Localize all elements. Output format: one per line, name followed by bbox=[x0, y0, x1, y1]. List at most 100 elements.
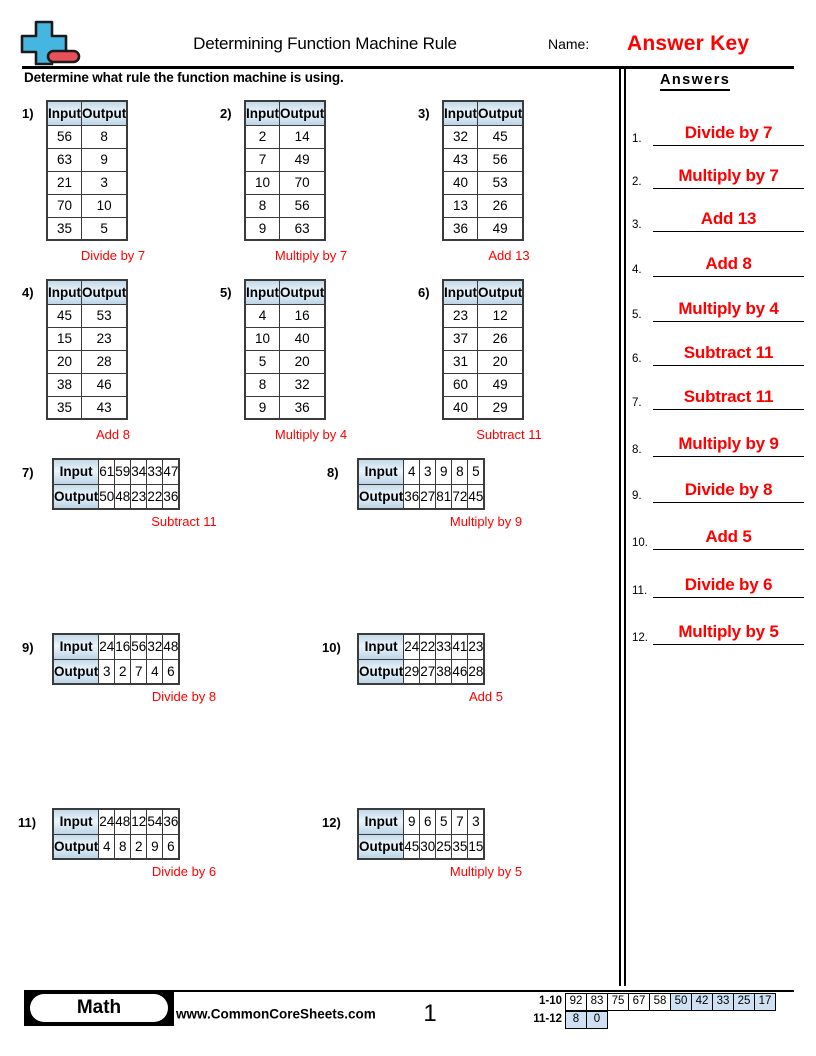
answer-blank[interactable] bbox=[653, 247, 804, 277]
row-header-output: Output bbox=[357, 833, 405, 860]
input-cell: 48 bbox=[114, 808, 132, 835]
row-header-input: Input bbox=[52, 633, 100, 660]
answer-blank[interactable] bbox=[653, 568, 804, 598]
answer-row-9: 9. Divide by 8 bbox=[632, 465, 804, 503]
score-cell: 75 bbox=[607, 993, 629, 1011]
instructions-text: Determine what rule the function machine… bbox=[24, 70, 344, 85]
answer-row-6: 6. Subtract 11 bbox=[632, 328, 804, 366]
input-cell: 5 bbox=[435, 808, 453, 835]
input-cell: 24 bbox=[98, 808, 116, 835]
answer-value: Multiply by 7 bbox=[678, 166, 779, 185]
problem-number: 11) bbox=[18, 815, 37, 830]
row-header-output: Output bbox=[52, 658, 100, 685]
input-cell: 36 bbox=[162, 808, 180, 835]
table-row-output: Output 50 48 23 22 36 bbox=[52, 483, 180, 510]
site-url: www.CommonCoreSheets.com bbox=[176, 1006, 376, 1022]
input-cell: 32 bbox=[442, 124, 478, 149]
table-row: 56 8 bbox=[46, 124, 128, 149]
input-cell: 10 bbox=[244, 326, 280, 351]
answer-row-3: 3. Add 13 bbox=[632, 194, 804, 232]
page-title: Determining Function Machine Rule bbox=[193, 34, 457, 53]
answer-blank[interactable] bbox=[653, 336, 804, 366]
table-row: 38 46 bbox=[46, 372, 128, 397]
answer-value: Divide by 7 bbox=[684, 123, 773, 142]
input-cell: 63 bbox=[46, 147, 82, 172]
answer-blank[interactable] bbox=[653, 615, 804, 645]
input-cell: 8 bbox=[244, 193, 280, 218]
answer-blank[interactable] bbox=[653, 473, 804, 503]
table-row: 10 40 bbox=[244, 326, 326, 351]
output-cell: 56 bbox=[279, 193, 326, 218]
table-row: 35 5 bbox=[46, 216, 128, 241]
answer-rule: Multiply by 4 bbox=[274, 427, 348, 442]
output-cell: 32 bbox=[279, 372, 326, 397]
input-cell: 35 bbox=[46, 395, 82, 420]
input-cell: 70 bbox=[46, 193, 82, 218]
answer-blank[interactable] bbox=[653, 292, 804, 322]
output-cell: 4 bbox=[98, 833, 116, 860]
table-row: 35 43 bbox=[46, 395, 128, 420]
output-cell: 6 bbox=[162, 658, 180, 685]
input-cell: 36 bbox=[442, 216, 478, 241]
answer-row-2: 2. Multiply by 7 bbox=[632, 151, 804, 189]
problem-number: 3) bbox=[418, 106, 430, 121]
answer-blank[interactable] bbox=[653, 380, 804, 410]
output-cell: 6 bbox=[162, 833, 180, 860]
input-cell: 4 bbox=[244, 303, 280, 328]
input-cell: 48 bbox=[162, 633, 180, 660]
row-header-input: Input bbox=[357, 458, 405, 485]
answer-value: Divide by 8 bbox=[684, 480, 773, 499]
table-row: 5 20 bbox=[244, 349, 326, 374]
table-row: 10 70 bbox=[244, 170, 326, 195]
score-range-label: 11-12 bbox=[533, 1013, 562, 1026]
output-cell: 10 bbox=[81, 193, 128, 218]
table-row: 8 56 bbox=[244, 193, 326, 218]
table-row-input: Input 24 48 12 54 36 bbox=[52, 808, 180, 835]
answer-blank[interactable] bbox=[653, 159, 804, 189]
column-header-output: Output bbox=[81, 100, 128, 126]
output-cell: 48 bbox=[114, 483, 132, 510]
input-cell: 15 bbox=[46, 326, 82, 351]
table-row: 36 49 bbox=[442, 216, 524, 241]
subject-badge-label: Math bbox=[30, 994, 168, 1022]
output-cell: 5 bbox=[81, 216, 128, 241]
answer-blank[interactable] bbox=[653, 427, 804, 457]
answer-value: Multiply by 9 bbox=[678, 434, 779, 453]
score-cell: 83 bbox=[586, 993, 608, 1011]
output-cell: 2 bbox=[114, 658, 132, 685]
answer-blank[interactable] bbox=[653, 202, 804, 232]
answer-row-11: 11. Divide by 6 bbox=[632, 560, 804, 598]
answer-rule: Divide by 6 bbox=[151, 864, 217, 879]
score-cell: 8 bbox=[565, 1011, 587, 1029]
answer-rule: Multiply by 7 bbox=[274, 248, 348, 263]
output-cell: 45 bbox=[477, 124, 524, 149]
output-cell: 28 bbox=[81, 349, 128, 374]
input-cell: 4 bbox=[403, 458, 421, 485]
answer-row-10: 10. Add 5 bbox=[632, 512, 804, 550]
output-cell: 43 bbox=[81, 395, 128, 420]
row-header-output: Output bbox=[357, 483, 405, 510]
page-header: Determining Function Machine Rule Name: … bbox=[0, 0, 816, 69]
answer-blank[interactable] bbox=[653, 520, 804, 550]
output-cell: 50 bbox=[98, 483, 116, 510]
problem-number: 10) bbox=[322, 640, 341, 655]
output-cell: 35 bbox=[451, 833, 469, 860]
answer-row-7: 7. Subtract 11 bbox=[632, 372, 804, 410]
input-cell: 32 bbox=[146, 633, 164, 660]
column-header-input: Input bbox=[46, 279, 82, 305]
row-header-input: Input bbox=[357, 808, 405, 835]
table-row: 45 53 bbox=[46, 303, 128, 328]
output-cell: 30 bbox=[419, 833, 437, 860]
answer-value: Add 8 bbox=[705, 254, 752, 273]
table-row-input: Input 9 6 5 7 3 bbox=[357, 808, 485, 835]
answer-rule: Multiply by 5 bbox=[449, 864, 523, 879]
score-range-label: 1-10 bbox=[538, 995, 562, 1008]
table-row: 60 49 bbox=[442, 372, 524, 397]
answer-blank[interactable] bbox=[653, 116, 804, 146]
table-row: 9 36 bbox=[244, 395, 326, 420]
output-cell: 26 bbox=[477, 326, 524, 351]
row-header-input: Input bbox=[52, 458, 100, 485]
table-row: 40 29 bbox=[442, 395, 524, 420]
output-cell: 27 bbox=[419, 483, 437, 510]
answer-number: 8. bbox=[632, 444, 642, 456]
